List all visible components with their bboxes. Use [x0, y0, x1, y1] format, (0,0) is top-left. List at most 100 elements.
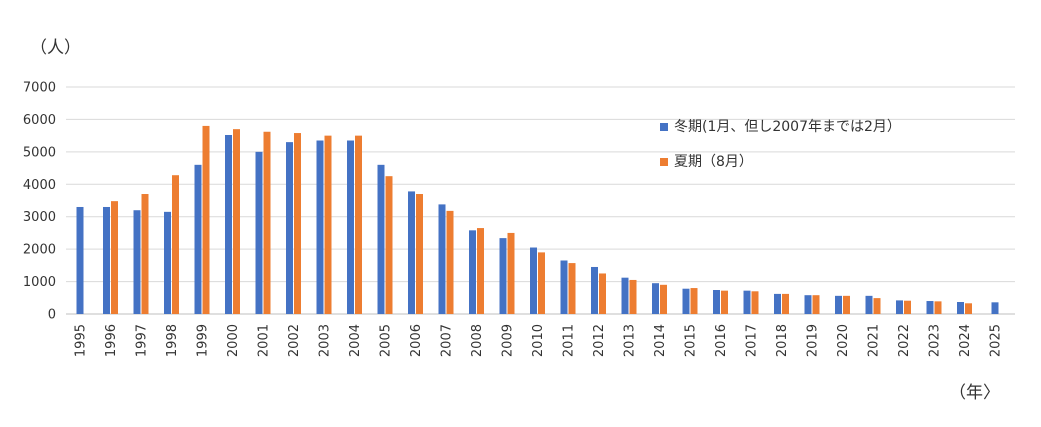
x-tick-label: 2007 [440, 324, 455, 357]
legend-swatch [660, 123, 668, 131]
y-tick-label: 0 [48, 308, 56, 323]
bar [446, 210, 454, 314]
x-tick-label: 2018 [775, 324, 790, 357]
bar [530, 247, 537, 314]
bar [324, 135, 332, 314]
bar [926, 301, 934, 314]
legend-label: 夏期（8月） [674, 154, 753, 170]
x-tick-label: 2013 [623, 324, 638, 357]
x-tick-label: 2005 [379, 324, 394, 357]
bar [377, 164, 385, 314]
legend-label: 冬期(1月、但し2007年までは2月） [674, 119, 901, 135]
bar [164, 211, 171, 314]
legend: 冬期(1月、但し2007年までは2月） 夏期（8月） [660, 119, 901, 170]
x-tick-label: 2024 [958, 324, 973, 357]
bar [965, 303, 972, 314]
y-axis-ticks: 0 1000 2000 3000 4000 5000 6000 7000 [23, 81, 56, 323]
bar [591, 266, 598, 314]
y-tick-label: 7000 [23, 81, 56, 96]
bar [538, 252, 545, 314]
x-tick-label: 2023 [928, 324, 943, 357]
x-axis-ticks: 1995 1996 1997 1998 1999 2000 2001 2002 2003 2004… [74, 324, 1004, 357]
bar [629, 279, 637, 314]
bar [873, 298, 881, 314]
x-tick-label: 2017 [745, 324, 760, 357]
bar [751, 291, 759, 314]
x-tick-label: 1997 [135, 324, 150, 357]
bar [347, 140, 354, 314]
x-tick-label: 2009 [501, 324, 516, 357]
bar [660, 284, 667, 314]
x-tick-label: 2002 [287, 324, 302, 357]
y-tick-label: 6000 [23, 113, 56, 128]
bar [111, 201, 118, 314]
bar [804, 295, 812, 314]
x-tick-label: 2004 [348, 324, 363, 357]
bar [774, 293, 781, 314]
x-tick-label: 2001 [257, 324, 272, 357]
x-tick-label: 1998 [165, 324, 180, 357]
bar [621, 277, 629, 314]
bar [194, 164, 202, 314]
bar [316, 140, 324, 314]
bar [294, 133, 301, 314]
bar [652, 283, 659, 314]
x-tick-label: 1999 [196, 324, 211, 357]
bar [812, 295, 820, 314]
bar [133, 210, 141, 314]
x-tick-label: 2019 [806, 324, 821, 357]
bar [568, 263, 576, 314]
bar [904, 300, 911, 314]
y-tick-label: 5000 [23, 145, 56, 160]
x-tick-label: 2021 [867, 324, 882, 357]
x-tick-label: 2014 [653, 324, 668, 357]
x-tick-label: 2000 [226, 324, 241, 357]
bar [599, 273, 606, 314]
bar [416, 194, 423, 314]
bar [835, 295, 842, 314]
bar [76, 206, 84, 314]
bar [286, 142, 293, 314]
bar [255, 151, 263, 314]
bar [896, 300, 903, 314]
x-tick-label: 2003 [318, 324, 333, 357]
bar [172, 175, 179, 314]
bars [76, 125, 999, 315]
bar [843, 295, 850, 314]
legend-swatch [660, 158, 668, 166]
bar [469, 230, 476, 314]
bar [934, 301, 942, 314]
x-tick-label: 2015 [684, 324, 699, 357]
bar [957, 302, 964, 314]
x-tick-label: 2006 [409, 324, 424, 357]
bar [721, 290, 728, 314]
x-tick-label: 2008 [470, 324, 485, 357]
bar [233, 129, 240, 314]
y-tick-label: 2000 [23, 243, 56, 258]
bar [141, 194, 149, 314]
bar [713, 290, 720, 314]
bar [355, 135, 362, 314]
bar [499, 238, 507, 314]
x-tick-label: 2025 [989, 324, 1004, 357]
bar [263, 131, 271, 314]
x-tick-label: 1995 [74, 324, 89, 357]
bar [477, 228, 484, 314]
y-tick-label: 4000 [23, 178, 56, 193]
gridlines [66, 86, 1015, 315]
y-unit-label: （人） [30, 38, 81, 58]
bar [202, 125, 210, 315]
y-tick-label: 3000 [23, 210, 56, 225]
bar [438, 204, 446, 314]
y-tick-label: 1000 [23, 275, 56, 290]
x-tick-label: 2010 [531, 324, 546, 357]
bar [865, 295, 873, 314]
x-tick-label: 2022 [897, 324, 912, 357]
bar [782, 293, 789, 314]
bar [743, 290, 751, 314]
x-tick-label: 2012 [592, 324, 607, 357]
bar [507, 232, 515, 314]
bar [991, 302, 999, 314]
